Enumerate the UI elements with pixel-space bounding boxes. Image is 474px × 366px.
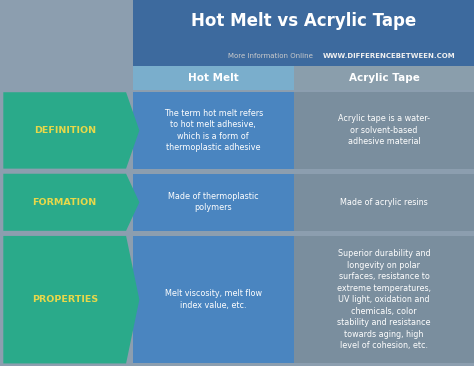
Text: PROPERTIES: PROPERTIES (32, 295, 98, 304)
Text: Acrylic Tape: Acrylic Tape (348, 73, 419, 83)
FancyBboxPatch shape (133, 174, 294, 231)
Text: Made of thermoplastic
polymers: Made of thermoplastic polymers (168, 192, 259, 213)
Text: Superior durability and
longevity on polar
surfaces, resistance to
extreme tempe: Superior durability and longevity on pol… (337, 249, 431, 350)
Polygon shape (3, 174, 139, 231)
FancyBboxPatch shape (294, 92, 474, 169)
FancyBboxPatch shape (294, 66, 474, 90)
FancyBboxPatch shape (294, 174, 474, 231)
FancyBboxPatch shape (294, 236, 474, 363)
Text: Made of acrylic resins: Made of acrylic resins (340, 198, 428, 207)
Text: Acrylic tape is a water-
or solvent-based
adhesive material: Acrylic tape is a water- or solvent-base… (338, 115, 430, 146)
Text: DEFINITION: DEFINITION (34, 126, 96, 135)
FancyBboxPatch shape (133, 236, 294, 363)
Text: More Information Online: More Information Online (228, 53, 313, 59)
Text: Hot Melt: Hot Melt (188, 73, 239, 83)
Polygon shape (3, 92, 139, 169)
Text: The term hot melt refers
to hot melt adhesive,
which is a form of
thermoplastic : The term hot melt refers to hot melt adh… (164, 109, 263, 152)
FancyBboxPatch shape (133, 0, 474, 66)
Text: Hot Melt vs Acrylic Tape: Hot Melt vs Acrylic Tape (191, 12, 416, 30)
Text: Melt viscosity, melt flow
index value, etc.: Melt viscosity, melt flow index value, e… (165, 290, 262, 310)
Text: FORMATION: FORMATION (33, 198, 97, 207)
Text: WWW.DIFFERENCEBETWEEN.COM: WWW.DIFFERENCEBETWEEN.COM (322, 53, 455, 59)
FancyBboxPatch shape (133, 92, 294, 169)
FancyBboxPatch shape (133, 66, 294, 90)
Polygon shape (3, 236, 139, 363)
